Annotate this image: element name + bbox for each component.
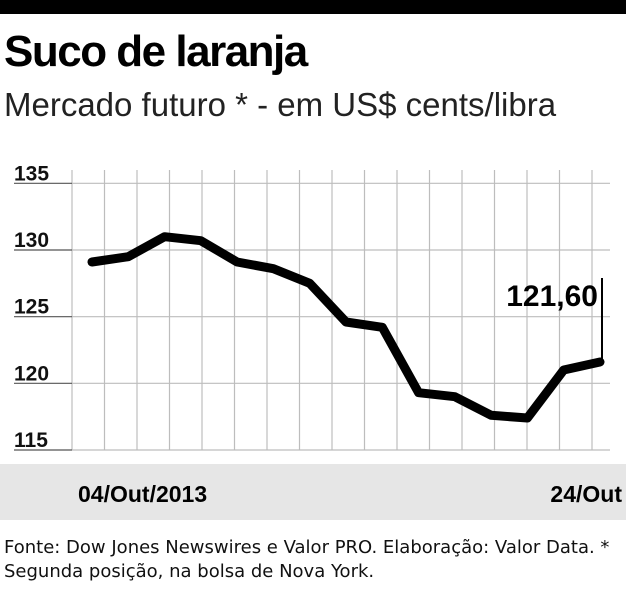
y-tick-label: 120 bbox=[14, 362, 49, 385]
annotation-label: 121,60 bbox=[506, 280, 598, 313]
source-note: Fonte: Dow Jones Newswires e Valor PRO. … bbox=[4, 537, 610, 582]
chart-title: Suco de laranja bbox=[4, 27, 308, 76]
top-rule bbox=[0, 0, 626, 14]
x-tick-label-last: 24/Out bbox=[550, 481, 622, 507]
line-chart: 115 120 125 130 135 121,60 04/Out/2013 24/Out bbox=[0, 162, 626, 520]
x-tick-label-first: 04/Out/2013 bbox=[78, 481, 207, 507]
y-axis-ticks: 115 120 125 130 135 bbox=[14, 162, 72, 452]
y-tick-label: 125 bbox=[14, 296, 49, 319]
data-line bbox=[87, 232, 605, 423]
y-tick-label: 135 bbox=[14, 162, 49, 185]
last-value-annotation: 121,60 bbox=[506, 278, 603, 362]
series-orange-juice bbox=[87, 232, 605, 423]
chart-subtitle: Mercado futuro * - em US$ cents/libra bbox=[4, 86, 557, 123]
y-tick-label: 130 bbox=[14, 229, 49, 252]
gridlines bbox=[71, 170, 610, 451]
x-axis-ticks: 04/Out/2013 24/Out bbox=[78, 481, 622, 507]
x-axis-band bbox=[0, 464, 626, 520]
y-tick-label: 115 bbox=[14, 429, 48, 452]
